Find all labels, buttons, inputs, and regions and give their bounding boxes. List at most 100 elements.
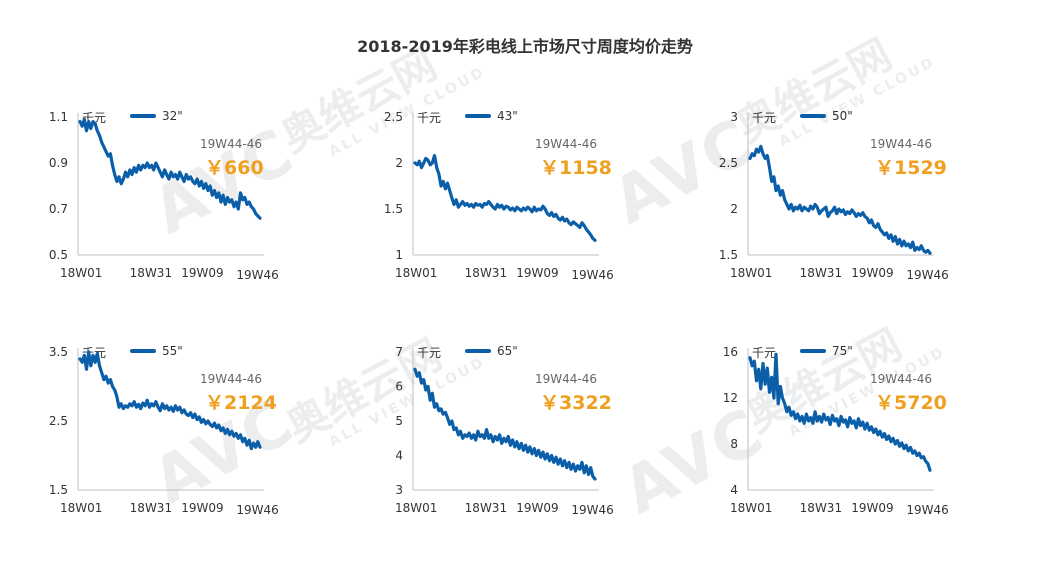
y-tick-label: 7	[395, 345, 403, 359]
series-line	[748, 352, 932, 472]
y-tick-label: 1.5	[49, 483, 68, 497]
x-tick-label: 18W01	[730, 266, 772, 280]
x-tick-label: 18W31	[465, 501, 507, 515]
x-tick-label: 18W01	[395, 266, 437, 280]
series-line	[78, 117, 262, 220]
x-tick-label: 19W46	[571, 503, 613, 517]
x-tick-label: 18W01	[60, 266, 102, 280]
y-tick-label: 6	[395, 380, 403, 394]
y-tick-label: 5	[395, 414, 403, 428]
y-tick-label: 2.5	[49, 414, 68, 428]
chart-svg: 1.5 2.5 3.5 18W01 18W31 19W09 19W46	[49, 345, 279, 517]
y-tick-label: 1.5	[384, 202, 403, 216]
x-tick-label: 19W46	[236, 268, 278, 282]
x-tick-label: 18W01	[395, 501, 437, 515]
period-label: 19W44-46	[200, 137, 263, 151]
y-tick-label: 8	[730, 437, 738, 451]
x-tick-label: 19W09	[516, 266, 558, 280]
legend-label: 75"	[832, 344, 853, 358]
chart-panel-43: 千元 43" 19W44-46 ￥1158 1 1.5 2 2.5 18W01 18W31 19W0…	[365, 105, 665, 335]
legend: 50"	[800, 109, 853, 123]
period-label: 19W44-46	[200, 372, 263, 386]
chart-svg: 3 4 5 6 7 18W01 18W31 19W09 19W46	[395, 345, 614, 517]
period-label: 19W44-46	[535, 372, 598, 386]
price-label: ￥2124	[205, 392, 277, 414]
series-line	[413, 153, 597, 242]
chart-svg: 0.5 0.7 0.9 1.1 18W01 18W31 19W09 19W46	[49, 110, 279, 282]
page-title: 2018-2019年彩电线上市场尺寸周度均价走势	[357, 37, 693, 56]
unit-label: 千元	[752, 346, 777, 360]
period-label: 19W44-46	[535, 137, 598, 151]
x-tick-label: 19W09	[181, 266, 223, 280]
legend: 32"	[130, 109, 183, 123]
y-tick-label: 0.7	[49, 202, 68, 216]
legend-swatch	[130, 349, 156, 353]
legend-label: 32"	[162, 109, 183, 123]
chart-svg: 1 1.5 2 2.5 18W01 18W31 19W09 19W46	[384, 110, 614, 282]
unit-label: 千元	[417, 111, 442, 125]
x-tick-label: 19W46	[906, 503, 948, 517]
x-tick-label: 18W31	[465, 266, 507, 280]
legend: 75"	[800, 344, 853, 358]
x-tick-label: 19W46	[236, 503, 278, 517]
legend-swatch	[130, 114, 156, 118]
chart-panel-50: 千元 50" 19W44-46 ￥1529 1.5 2 2.5 3 18W01 18W31 19W0…	[700, 105, 1000, 335]
y-tick-label: 2.5	[384, 110, 403, 124]
legend-swatch	[800, 114, 826, 118]
legend-label: 55"	[162, 344, 183, 358]
series-line	[78, 350, 262, 451]
y-tick-label: 4	[395, 449, 403, 463]
x-tick-label: 19W46	[906, 268, 948, 282]
x-tick-label: 19W09	[851, 501, 893, 515]
y-tick-label: 0.5	[49, 248, 68, 262]
y-tick-label: 1.5	[719, 248, 738, 262]
x-tick-label: 19W09	[516, 501, 558, 515]
period-label: 19W44-46	[870, 372, 933, 386]
unit-label: 千元	[752, 111, 777, 125]
legend-swatch	[465, 114, 491, 118]
legend-label: 50"	[832, 109, 853, 123]
y-tick-label: 2	[395, 156, 403, 170]
price-label: ￥5720	[875, 392, 947, 414]
price-label: ￥660	[205, 157, 264, 179]
legend-swatch	[800, 349, 826, 353]
unit-label: 千元	[417, 346, 442, 360]
y-tick-label: 4	[730, 483, 738, 497]
x-tick-label: 18W31	[130, 266, 172, 280]
legend-label: 65"	[497, 344, 518, 358]
x-tick-label: 19W46	[571, 268, 613, 282]
chart-panel-32: 千元 32" 19W44-46 ￥660 0.5 0.7 0.9 1.1 18W01 18W31 1…	[30, 105, 330, 335]
chart-svg: 1.5 2 2.5 3 18W01 18W31 19W09 19W46	[719, 110, 949, 282]
x-tick-label: 18W31	[800, 501, 842, 515]
y-tick-label: 12	[723, 391, 738, 405]
y-tick-label: 3.5	[49, 345, 68, 359]
x-tick-label: 19W09	[851, 266, 893, 280]
price-label: ￥1158	[540, 157, 612, 179]
x-tick-label: 18W31	[800, 266, 842, 280]
price-label: ￥3322	[540, 392, 612, 414]
y-tick-label: 16	[723, 345, 738, 359]
period-label: 19W44-46	[870, 137, 933, 151]
x-tick-label: 18W31	[130, 501, 172, 515]
legend-label: 43"	[497, 109, 518, 123]
y-tick-label: 3	[730, 110, 738, 124]
x-tick-label: 18W01	[60, 501, 102, 515]
legend: 65"	[465, 344, 518, 358]
chart-svg: 4 8 12 16 18W01 18W31 19W09 19W46	[723, 345, 949, 517]
y-tick-label: 2	[730, 202, 738, 216]
y-tick-label: 3	[395, 483, 403, 497]
legend-swatch	[465, 349, 491, 353]
y-tick-label: 1	[395, 248, 403, 262]
chart-panel-65: 千元 65" 19W44-46 ￥3322 3 4 5 6 7 18W01 18W31 19W09 19…	[365, 340, 665, 570]
y-tick-label: 1.1	[49, 110, 68, 124]
x-tick-label: 18W01	[730, 501, 772, 515]
chart-panel-55: 千元 55" 19W44-46 ￥2124 1.5 2.5 3.5 18W01 18W31 19W…	[30, 340, 330, 570]
price-label: ￥1529	[875, 157, 947, 179]
y-tick-label: 0.9	[49, 156, 68, 170]
legend: 43"	[465, 109, 518, 123]
series-line	[413, 367, 597, 481]
legend: 55"	[130, 344, 183, 358]
series-line	[748, 144, 932, 255]
y-tick-label: 2.5	[719, 156, 738, 170]
chart-panel-75: 千元 75" 19W44-46 ￥5720 4 8 12 16 18W01 18W31 19W09 1…	[700, 340, 1000, 570]
